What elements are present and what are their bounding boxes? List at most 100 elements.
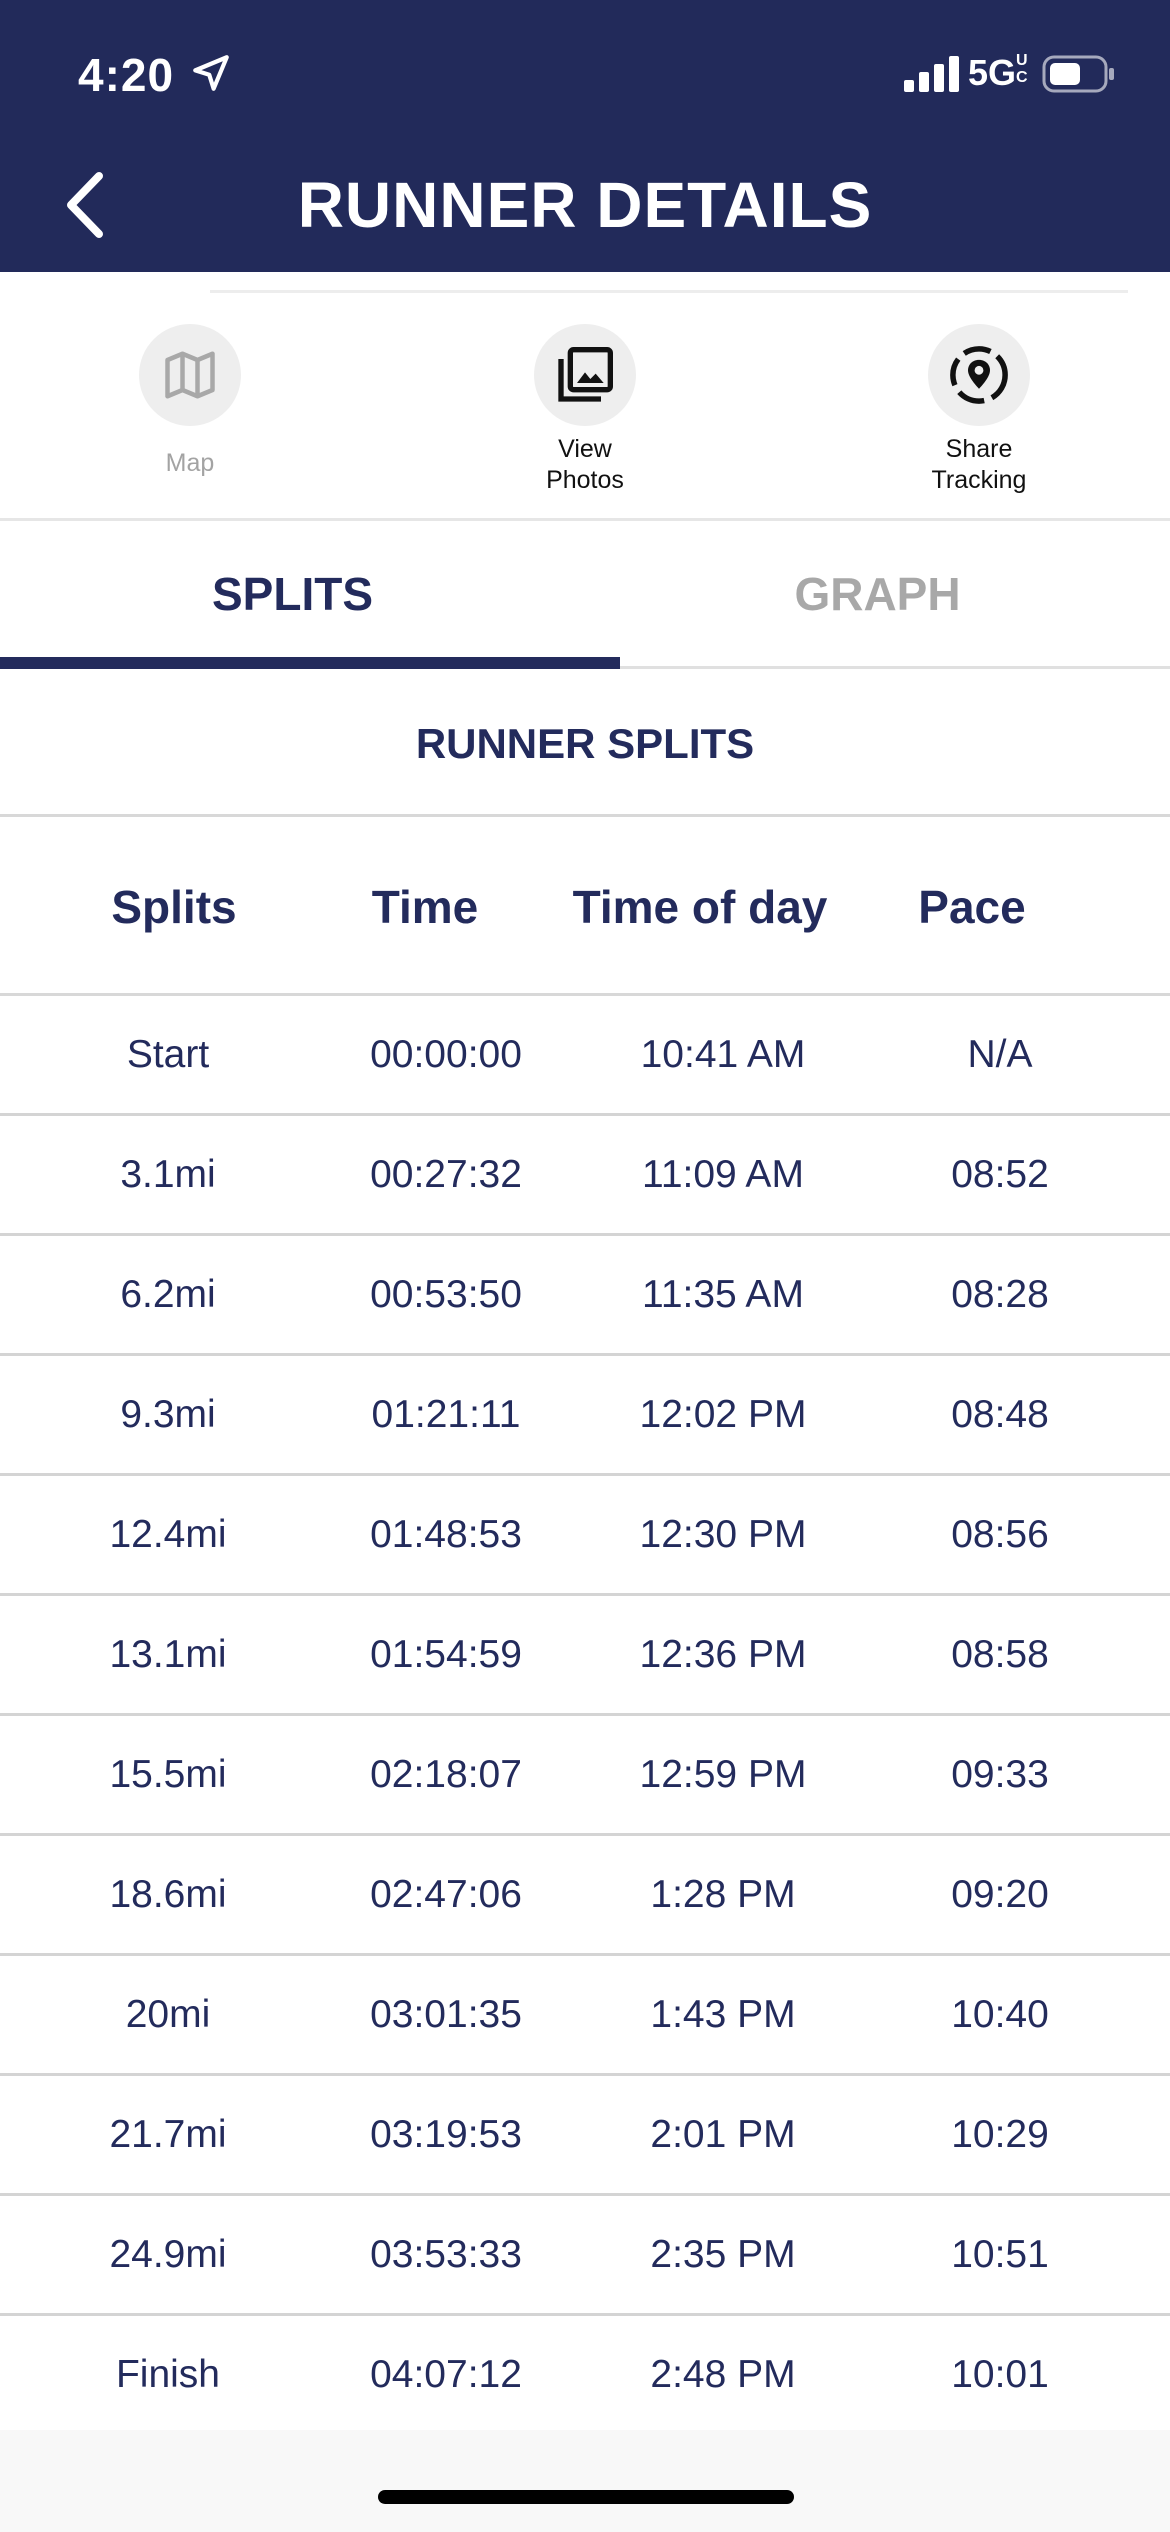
tab-graph[interactable]: GRAPH [794,568,961,620]
pace-cell: 09:33 [951,1753,1049,1796]
time-cell: 01:21:11 [371,1393,521,1436]
table-row: 15.5mi 02:18:07 12:59 PM 09:33 [0,1716,1170,1836]
tab-splits[interactable]: SPLITS [211,568,374,620]
back-button[interactable] [50,160,120,250]
map-label: Map [165,449,215,477]
time-cell: 01:54:59 [370,1633,522,1676]
divider [620,666,1170,669]
split-cell: 9.3mi [120,1393,216,1436]
view-photos-label: View Photos [546,435,624,494]
time-of-day-cell: 2:01 PM [650,2113,796,2156]
split-cell: 24.9mi [109,2233,227,2276]
home-indicator[interactable] [378,2490,794,2504]
map-button[interactable]: Map [70,324,310,504]
network-label: 5GUC [968,52,1034,94]
table-row: 6.2mi 00:53:50 11:35 AM 08:28 [0,1236,1170,1356]
split-cell: Start [126,1033,210,1076]
time-cell: 00:27:32 [370,1153,522,1196]
table-row: Finish 04:07:12 2:48 PM 10:01 [0,2316,1170,2436]
home-indicator-area [0,2430,1170,2532]
share-tracking-icon-circle [928,324,1030,426]
page-title: RUNNER DETAILS [297,169,873,241]
status-time: 4:20 [78,49,175,101]
time-of-day-cell: 12:02 PM [639,1393,807,1436]
signal-icon [904,56,959,92]
table-row: 3.1mi 00:27:32 11:09 AM 08:52 [0,1116,1170,1236]
table-row: 20mi 03:01:35 1:43 PM 10:40 [0,1956,1170,2076]
share-tracking-button[interactable]: Share Tracking [859,324,1099,504]
split-cell: 6.2mi [120,1273,216,1316]
time-cell: 03:19:53 [370,2113,522,2156]
time-cell: 03:01:35 [370,1993,522,2036]
table-row: 24.9mi 03:53:33 2:35 PM 10:51 [0,2196,1170,2316]
time-of-day-cell: 12:59 PM [639,1753,807,1796]
battery-icon [1042,55,1114,93]
table-row: 12.4mi 01:48:53 12:30 PM 08:56 [0,1476,1170,1596]
pace-cell: 08:28 [951,1273,1049,1316]
column-header-time-of-day: Time of day [572,881,828,933]
action-bar: Map View Photos Share Tracking [0,300,1170,518]
pace-cell: 10:40 [951,1993,1049,2036]
pace-cell: 10:29 [951,2113,1049,2156]
location-share-icon [950,346,1008,404]
time-of-day-cell: 2:35 PM [650,2233,796,2276]
divider [0,518,1170,521]
location-arrow-icon [193,55,229,91]
split-cell: 15.5mi [109,1753,227,1796]
time-of-day-cell: 2:48 PM [650,2353,796,2396]
time-of-day-cell: 10:41 AM [640,1033,806,1076]
photo-library-icon [558,347,613,402]
header-bar: 4:20 5GUC RUNNER DETAILS [0,0,1170,272]
split-cell: 12.4mi [109,1513,227,1556]
photos-icon-circle [534,324,636,426]
time-cell: 03:53:33 [370,2233,522,2276]
section-title: RUNNER SPLITS [0,671,1170,817]
pace-cell: 10:01 [951,2353,1049,2396]
column-header-pace: Pace [918,881,1026,933]
map-icon [165,351,215,399]
time-cell: 02:18:07 [370,1753,522,1796]
time-cell: 02:47:06 [370,1873,522,1916]
time-cell: 00:53:50 [370,1273,522,1316]
split-cell: 13.1mi [109,1633,227,1676]
table-row: 9.3mi 01:21:11 12:02 PM 08:48 [0,1356,1170,1476]
pace-cell: 08:58 [951,1633,1049,1676]
table-header: Splits Time Time of day Pace [0,818,1170,996]
view-photos-button[interactable]: View Photos [465,324,705,504]
table-row: 13.1mi 01:54:59 12:36 PM 08:58 [0,1596,1170,1716]
pace-cell: 08:56 [951,1513,1049,1556]
split-cell: 3.1mi [120,1153,216,1196]
pace-cell: N/A [967,1033,1033,1076]
table-row: 18.6mi 02:47:06 1:28 PM 09:20 [0,1836,1170,1956]
pace-cell: 10:51 [951,2233,1049,2276]
time-of-day-cell: 11:35 AM [642,1273,804,1316]
split-cell: 18.6mi [109,1873,227,1916]
active-tab-indicator [0,657,620,669]
share-tracking-label: Share Tracking [931,435,1027,494]
network-suffix: UC [1016,52,1028,86]
time-of-day-cell: 12:30 PM [639,1513,807,1556]
split-cell: Finish [115,2353,221,2396]
table-body: Start 00:00:00 10:41 AM N/A 3.1mi 00:27:32 11:… [0,996,1170,2436]
divider [210,290,1128,293]
status-bar: 4:20 5GUC [0,0,1170,150]
splits-table: Splits Time Time of day Pace Start 00:00:… [0,818,1170,2436]
table-row: 21.7mi 03:19:53 2:01 PM 10:29 [0,2076,1170,2196]
pace-cell: 08:52 [951,1153,1049,1196]
split-cell: 21.7mi [109,2113,227,2156]
pace-cell: 09:20 [951,1873,1049,1916]
tab-bar: SPLITS GRAPH [0,521,1170,671]
pace-cell: 08:48 [951,1393,1049,1436]
map-icon-circle [139,324,241,426]
time-of-day-cell: 12:36 PM [639,1633,807,1676]
chevron-left-icon [67,172,103,238]
column-header-splits: Splits [111,881,237,933]
time-of-day-cell: 1:28 PM [650,1873,796,1916]
time-cell: 04:07:12 [370,2353,522,2396]
time-cell: 01:48:53 [370,1513,522,1556]
split-cell: 20mi [125,1993,211,2036]
column-header-time: Time [371,881,479,933]
time-of-day-cell: 1:43 PM [650,1993,796,2036]
time-of-day-cell: 11:09 AM [642,1153,804,1196]
time-cell: 00:00:00 [370,1033,522,1076]
